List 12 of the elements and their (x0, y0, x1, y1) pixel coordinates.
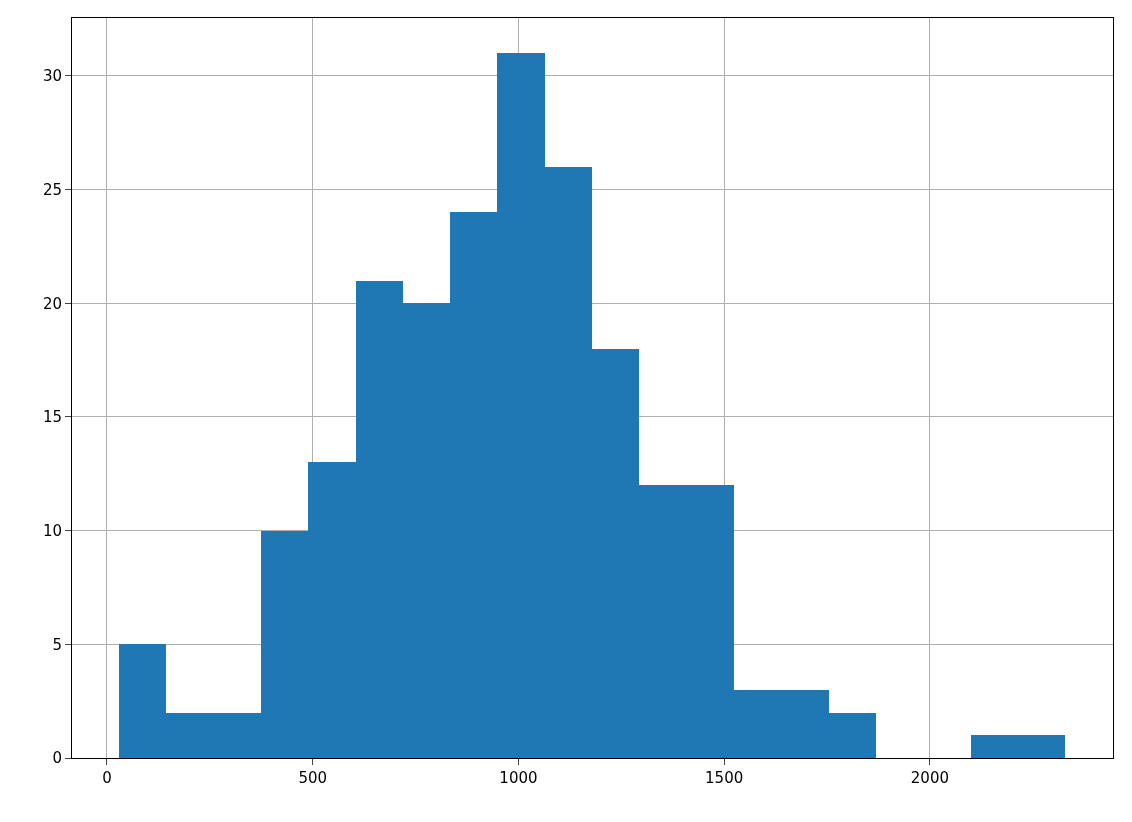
y-tick-label: 25 (42, 180, 62, 199)
x-tick-label: 0 (102, 769, 112, 787)
x-tick-label: 1500 (705, 769, 744, 787)
y-tick-label: 15 (42, 408, 62, 427)
y-tick-label: 20 (42, 294, 62, 313)
y-tick-label: 30 (42, 67, 62, 86)
x-tick-label: 1000 (499, 769, 538, 787)
x-tick-label: 2000 (910, 769, 949, 787)
y-tick-label: 10 (42, 521, 62, 540)
y-tick-label: 0 (52, 749, 62, 768)
x-tick-label: 500 (298, 769, 328, 787)
y-tick-label: 5 (52, 635, 62, 654)
